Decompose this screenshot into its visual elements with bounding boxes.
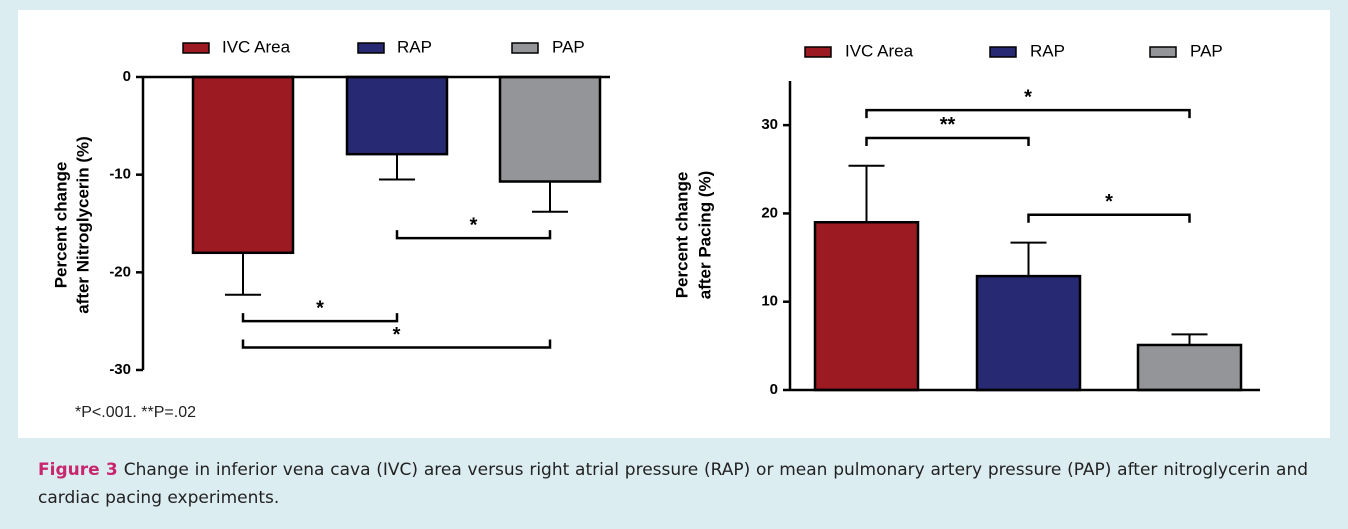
significance-label: * (470, 214, 478, 236)
y-tick-label: 30 (761, 116, 778, 133)
legend-label: RAP (1030, 41, 1065, 60)
figure: *P<.001. **P=.02 Percent change after Nit… (51, 37, 1260, 421)
y-tick-label: -10 (109, 166, 131, 183)
y-axis-label: Percent change (51, 162, 70, 289)
footnote: *P<.001. **P=.02 (75, 404, 196, 421)
y-axis-label: Percent change (672, 172, 691, 299)
bar (975, 274, 1082, 392)
legend-label: IVC Area (845, 41, 914, 60)
y-tick-label: -20 (109, 263, 131, 280)
legend-label: IVC Area (222, 37, 291, 56)
legend-swatch (804, 46, 832, 58)
legend-swatch (511, 42, 539, 54)
y-tick-label: 20 (761, 204, 778, 221)
legend-swatch (1149, 46, 1177, 58)
caption: Figure 3 Change in inferior vena cava (IV… (38, 456, 1308, 512)
y-axis-label: after Pacing (%) (695, 171, 714, 299)
significance-bracket (865, 108, 1191, 119)
significance-bracket (865, 136, 1030, 146)
significance-label: * (316, 297, 324, 319)
y-axis-label: after Nitroglycerin (%) (73, 136, 92, 314)
bar (1136, 343, 1243, 392)
significance-bracket (395, 230, 552, 240)
bar (813, 221, 920, 392)
caption-text: Change in inferior vena cava (IVC) area … (38, 460, 1309, 508)
caption-label: Figure 3 (38, 460, 118, 480)
significance-bracket (241, 313, 399, 323)
legend-label: PAP (1190, 41, 1223, 60)
significance-label: * (1105, 191, 1113, 213)
significance-bracket (241, 339, 552, 349)
legend-label: RAP (397, 37, 432, 56)
legend-swatch (989, 46, 1017, 58)
legend-swatch (182, 42, 210, 54)
significance-label: * (393, 324, 401, 346)
legend-swatch (357, 42, 385, 54)
y-tick-label: -30 (109, 361, 131, 378)
significance-label: ** (940, 114, 956, 136)
y-tick-label: 10 (761, 293, 778, 310)
y-tick-label: 0 (123, 68, 131, 85)
y-tick-label: 0 (770, 381, 778, 398)
bar (345, 75, 449, 156)
bar (498, 75, 602, 183)
significance-label: * (1024, 86, 1032, 108)
significance-bracket (1027, 213, 1191, 223)
legend-label: PAP (552, 37, 585, 56)
bar (191, 75, 295, 255)
